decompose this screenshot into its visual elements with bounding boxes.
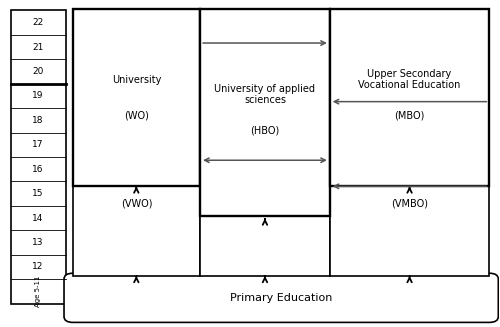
Text: (VMBO): (VMBO) bbox=[391, 198, 428, 208]
Text: University of applied
sciences: University of applied sciences bbox=[214, 83, 316, 105]
Text: 20: 20 bbox=[32, 67, 44, 76]
Text: 13: 13 bbox=[32, 238, 44, 247]
FancyBboxPatch shape bbox=[330, 9, 490, 186]
Text: 22: 22 bbox=[32, 18, 44, 27]
Text: 14: 14 bbox=[32, 214, 44, 223]
Text: 17: 17 bbox=[32, 140, 44, 149]
FancyBboxPatch shape bbox=[73, 9, 200, 186]
Text: (MBO): (MBO) bbox=[394, 111, 424, 120]
Text: (HAVO): (HAVO) bbox=[248, 198, 282, 208]
Text: Primary Education: Primary Education bbox=[230, 293, 332, 303]
Text: Pre-university
education: Pre-university education bbox=[103, 157, 170, 178]
Text: 12: 12 bbox=[32, 262, 44, 271]
FancyBboxPatch shape bbox=[64, 273, 498, 322]
FancyBboxPatch shape bbox=[10, 10, 66, 303]
Text: (WO): (WO) bbox=[124, 111, 149, 120]
Text: 16: 16 bbox=[32, 165, 44, 174]
Text: (VWO): (VWO) bbox=[121, 198, 152, 208]
FancyBboxPatch shape bbox=[73, 95, 200, 276]
Text: Upper Secondary
General Education: Upper Secondary General Education bbox=[220, 157, 310, 178]
FancyBboxPatch shape bbox=[200, 9, 330, 215]
Text: 15: 15 bbox=[32, 189, 44, 198]
Text: Age 5-11: Age 5-11 bbox=[35, 276, 41, 307]
Text: University: University bbox=[112, 75, 162, 85]
Text: Lower Secondary Pre-
vocational Education: Lower Secondary Pre- vocational Educatio… bbox=[356, 157, 463, 178]
Text: (HBO): (HBO) bbox=[250, 125, 280, 135]
Text: Upper Secondary
Vocational Education: Upper Secondary Vocational Education bbox=[358, 69, 460, 91]
Text: 19: 19 bbox=[32, 92, 44, 100]
Text: 21: 21 bbox=[32, 43, 44, 52]
FancyBboxPatch shape bbox=[330, 95, 490, 276]
Text: 18: 18 bbox=[32, 116, 44, 125]
FancyBboxPatch shape bbox=[200, 95, 330, 276]
